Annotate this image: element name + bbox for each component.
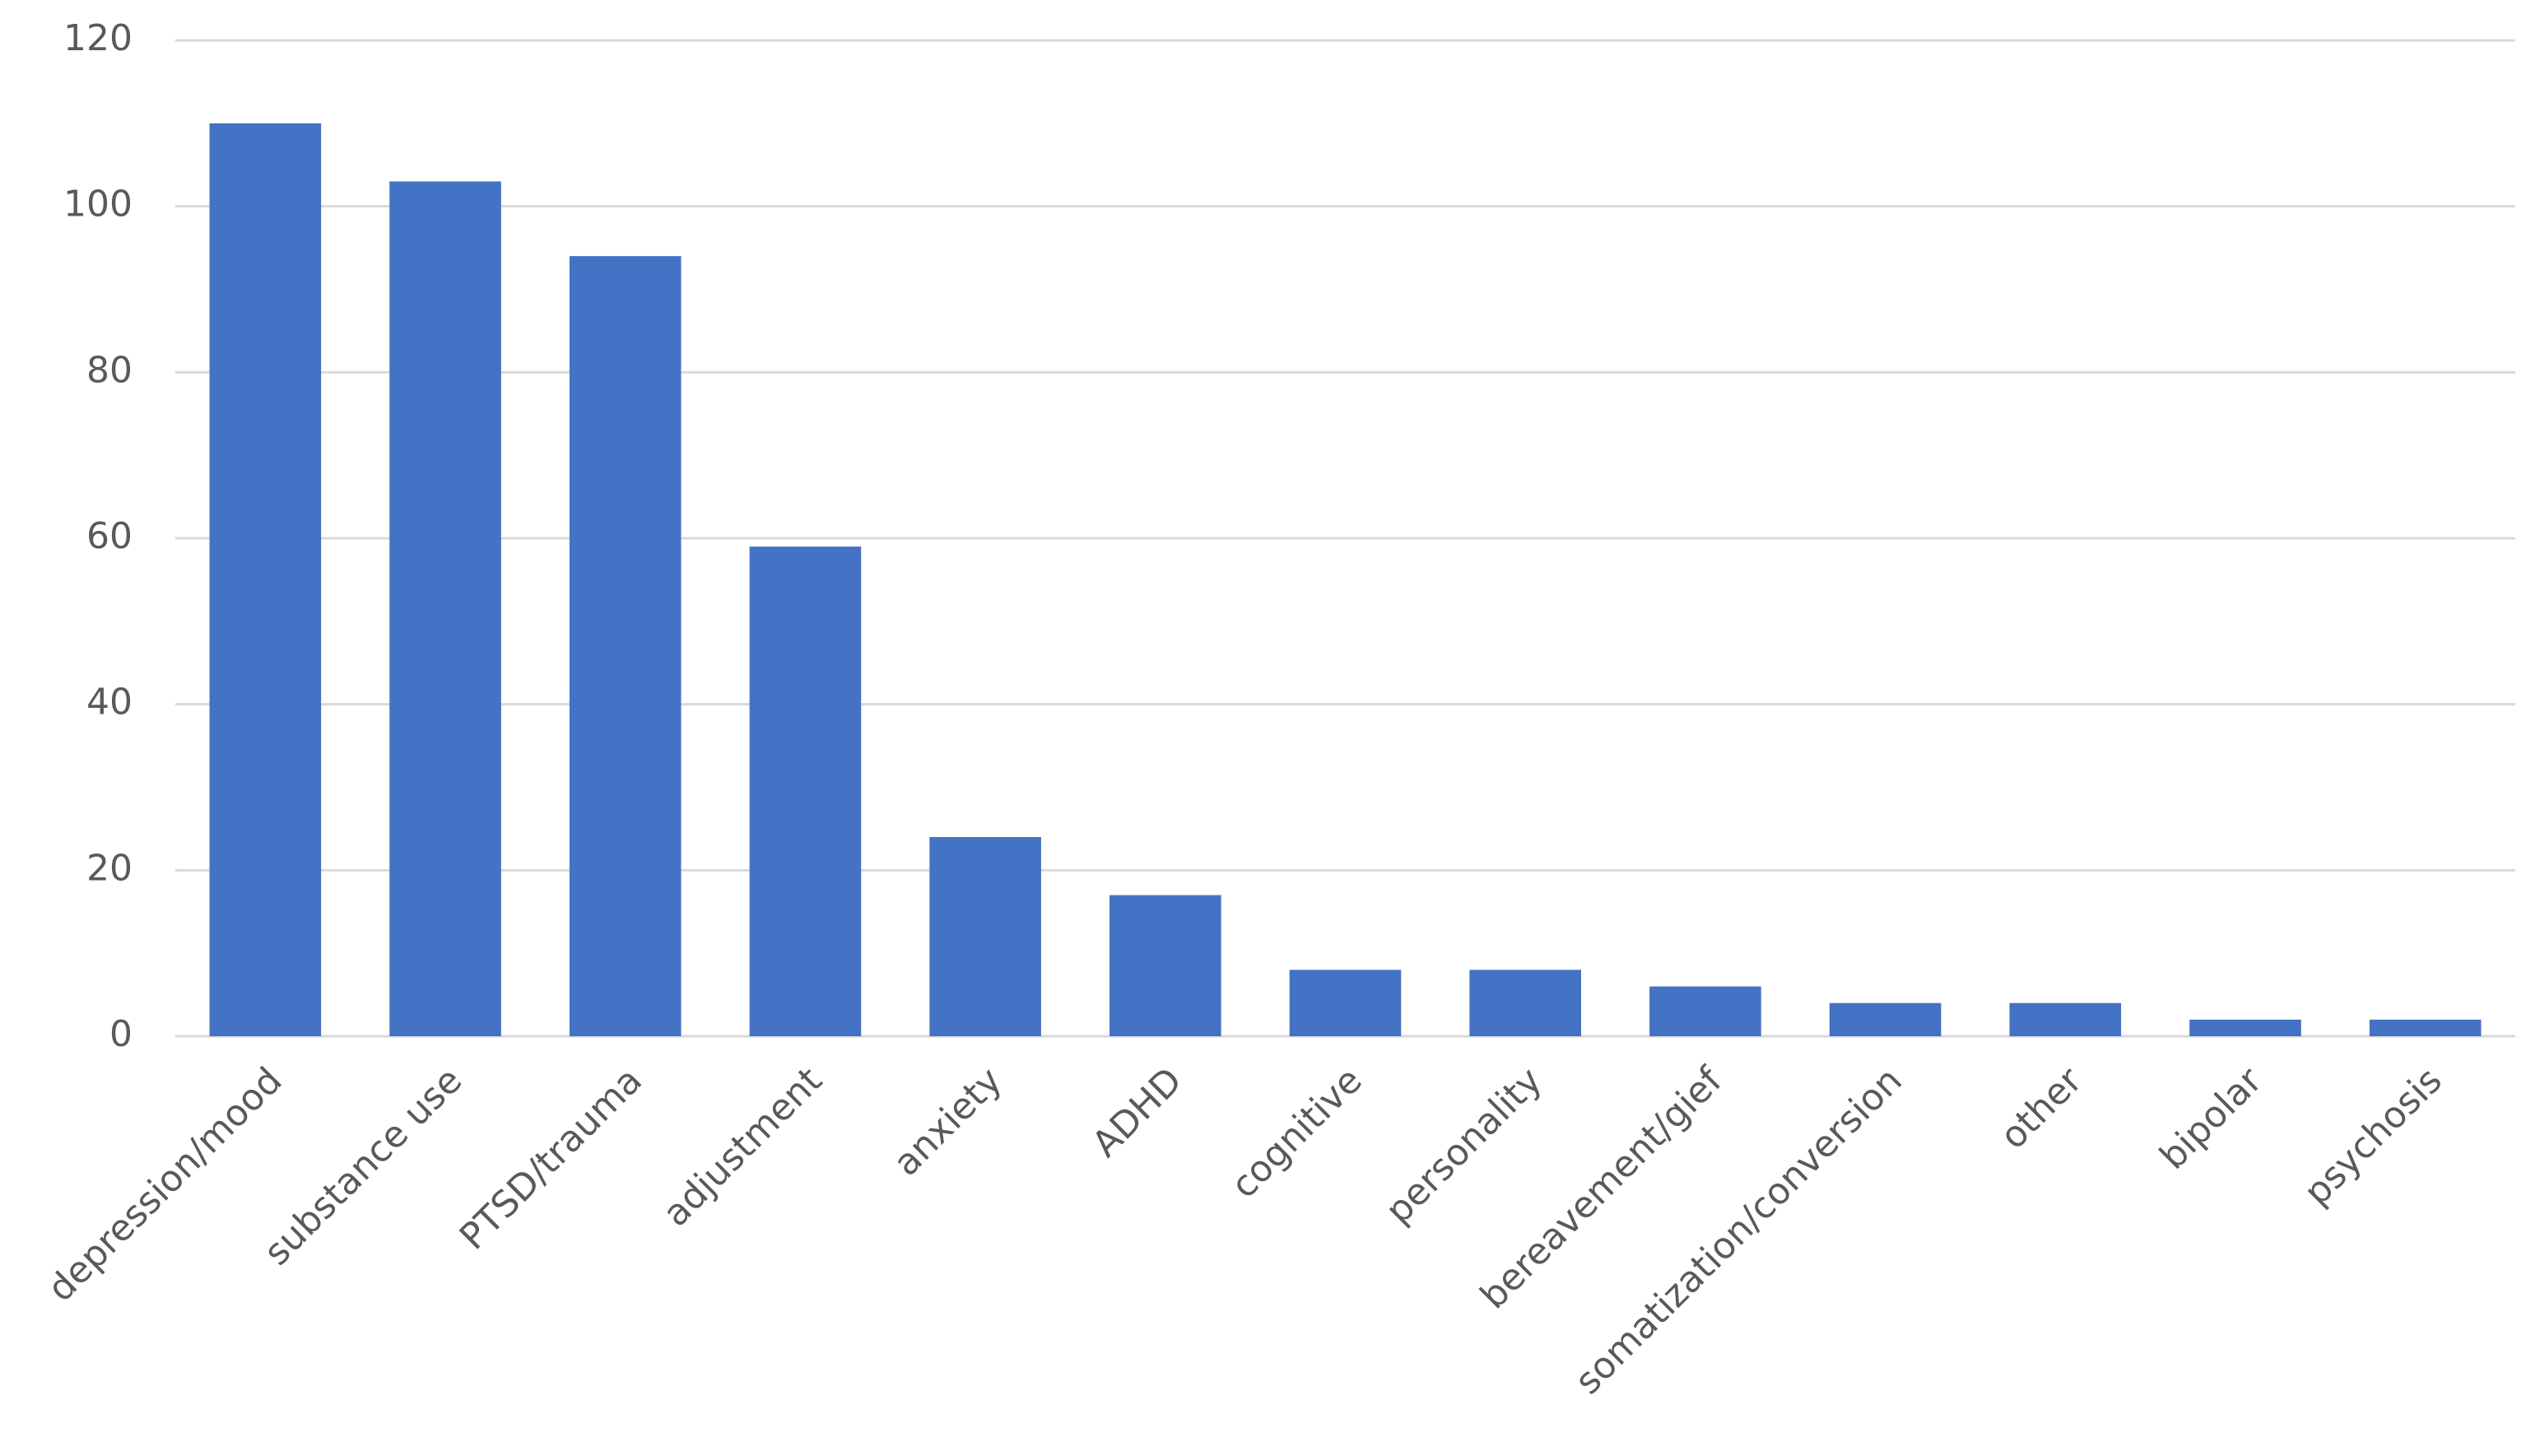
y-tick-label: 60 (86, 515, 133, 557)
bar (209, 123, 322, 1036)
bar (1109, 895, 1221, 1036)
bar (569, 256, 682, 1037)
bar (389, 181, 501, 1037)
bar (749, 547, 862, 1036)
y-tick-label: 100 (63, 184, 133, 226)
bar (1289, 970, 1402, 1036)
bar (2009, 1002, 2122, 1036)
bar (929, 837, 1041, 1036)
bar (2369, 1019, 2482, 1036)
y-tick-label: 80 (86, 349, 133, 391)
y-tick-label: 0 (109, 1013, 133, 1055)
y-tick-label: 120 (63, 17, 133, 59)
bar (2189, 1019, 2301, 1036)
y-tick-label: 40 (86, 681, 133, 723)
bar (1469, 970, 1581, 1036)
bar (1829, 1002, 1942, 1036)
y-tick-label: 20 (86, 847, 133, 889)
bar (1649, 986, 1761, 1036)
